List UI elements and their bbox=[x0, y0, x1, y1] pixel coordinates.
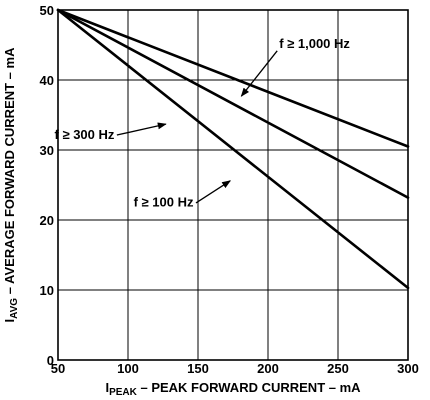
x-tick-label: 250 bbox=[327, 361, 349, 376]
y-axis-title: IAVG – AVERAGE FORWARD CURRENT – mA bbox=[2, 47, 20, 323]
y-tick-label: 10 bbox=[40, 283, 54, 298]
series-label-1: f ≥ 1,000 Hz bbox=[279, 36, 350, 51]
series-label-arrow-2 bbox=[117, 124, 166, 135]
y-tick-label: 50 bbox=[40, 3, 54, 18]
series-lines bbox=[58, 10, 408, 288]
x-tick-label: 200 bbox=[257, 361, 279, 376]
series-line-2 bbox=[58, 10, 408, 198]
series-annotations: f ≥ 1,000 Hz f ≥ 300 Hz f ≥ 100 Hz bbox=[55, 36, 351, 210]
x-tick-label: 300 bbox=[397, 361, 419, 376]
y-tick-label: 40 bbox=[40, 73, 54, 88]
series-line-3 bbox=[58, 10, 408, 288]
plot-frame bbox=[58, 10, 408, 360]
y-tick-label: 20 bbox=[40, 213, 54, 228]
series-label-2: f ≥ 300 Hz bbox=[55, 127, 115, 142]
x-axis-title: IPEAK – PEAK FORWARD CURRENT – mA bbox=[105, 380, 361, 398]
series-label-3: f ≥ 100 Hz bbox=[134, 195, 194, 210]
series-label-arrow-3 bbox=[196, 181, 230, 203]
x-tick-label: 150 bbox=[187, 361, 209, 376]
x-tick-label: 100 bbox=[117, 361, 139, 376]
y-tick-label: 0 bbox=[47, 353, 54, 368]
grid bbox=[58, 10, 408, 360]
y-tick-label: 30 bbox=[40, 143, 54, 158]
